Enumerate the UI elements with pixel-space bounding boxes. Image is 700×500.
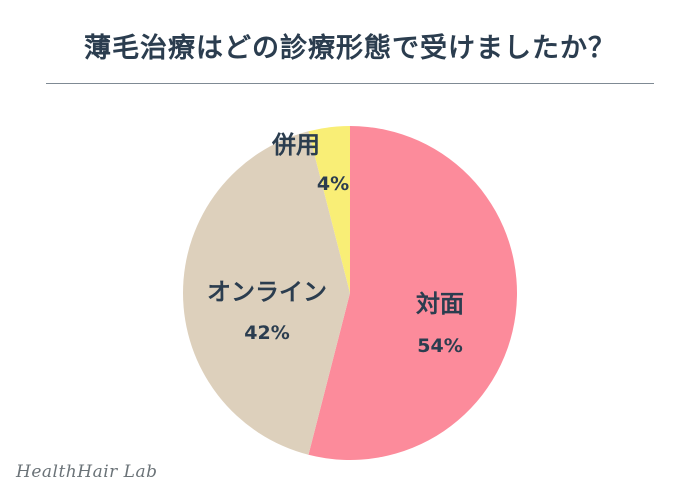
slice-value-in-person: 54% — [417, 335, 462, 357]
pie-slice-combined — [308, 126, 350, 293]
pie-slices — [182, 126, 517, 461]
pie-slice-in-person — [308, 126, 517, 461]
pie-slice-online — [182, 131, 350, 455]
title-divider — [46, 83, 654, 84]
brand-watermark: HealthHair Lab — [16, 462, 158, 482]
chart-title: 薄毛治療はどの診療形態で受けましたか？ — [84, 33, 616, 64]
slice-value-combined: 4% — [317, 173, 349, 195]
slice-label-combined: 併用 — [271, 131, 320, 159]
pie-labels: 対面 54% オンライン 42% 併用 4% — [207, 131, 464, 357]
slice-label-in-person: 対面 — [416, 290, 464, 318]
slice-label-online: オンライン — [207, 278, 327, 306]
slice-value-online: 42% — [244, 322, 289, 344]
